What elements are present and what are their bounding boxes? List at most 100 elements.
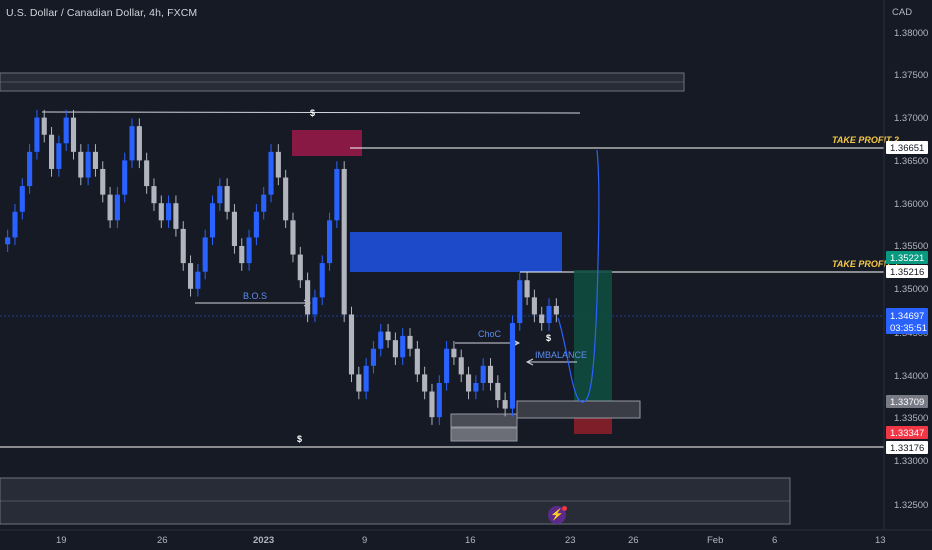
x-tick-1: 26 (157, 535, 168, 546)
candle-body (290, 220, 296, 255)
candle-body (407, 335, 413, 349)
candle-body (312, 297, 318, 315)
candle-body (429, 391, 435, 418)
y-tick-5: 1.35500 (894, 241, 928, 252)
tp2-label: TAKE PROFIT 2 (832, 135, 899, 145)
candle-body (180, 228, 186, 264)
tp1-label: TAKE PROFIT 1 (832, 259, 899, 269)
candle-body (356, 374, 362, 392)
candle-body (261, 194, 267, 212)
candle-body (422, 374, 428, 392)
price-tag-red: 1.33347 (886, 426, 928, 439)
price-tag-grey: 1.33709 (886, 395, 928, 408)
candle-body (553, 305, 559, 315)
candle-body (63, 117, 69, 144)
candle-body (546, 305, 552, 324)
imbalance-label: IMBALANCE (535, 350, 587, 360)
annotation-layer: TAKE PROFIT 2 TAKE PROFIT 1 B.O.S ChoC I… (243, 108, 899, 444)
candle-body (539, 314, 545, 324)
y-tick-4: 1.36000 (894, 199, 928, 210)
supply-zone-blue (350, 232, 562, 272)
candle-body (392, 340, 398, 358)
candle-body (107, 194, 113, 221)
price-tag-green: 1.35221 (886, 251, 928, 264)
y-tick-8: 1.34000 (894, 371, 928, 382)
candle-body (129, 126, 135, 161)
currency-label: CAD (892, 7, 913, 18)
candle-body (209, 203, 216, 238)
chart-title: U.S. Dollar / Canadian Dollar, 4h, FXCM (6, 7, 198, 19)
candle-body (305, 280, 311, 315)
candle-body (253, 211, 259, 238)
price-tag-tp2: 1.36651 (886, 141, 928, 154)
candle-body (517, 280, 523, 324)
candle-body (370, 348, 377, 366)
candle-body (158, 203, 164, 221)
svg-text:1.33709: 1.33709 (890, 397, 924, 408)
current-price-tag: 1.34697 03:35:51 (886, 308, 928, 334)
candle-body (524, 280, 530, 298)
dollar-bottom: $ (297, 434, 302, 444)
candle-body (92, 151, 99, 169)
y-tick-3: 1.36500 (894, 156, 928, 167)
candle-body (136, 126, 142, 161)
candle-body (19, 186, 25, 212)
projection-path (557, 149, 600, 403)
svg-text:1.34697: 1.34697 (890, 311, 924, 322)
candle-body (122, 160, 128, 195)
demand-zone-grey-left-top (450, 413, 518, 428)
candle-body (217, 186, 223, 204)
candle-body (268, 151, 274, 195)
profit-zone (574, 270, 612, 401)
candle-body (246, 237, 252, 264)
x-tick-7: Feb (707, 535, 723, 546)
candle-body (341, 168, 347, 315)
candle-body (275, 151, 281, 178)
svg-text:1.33176: 1.33176 (890, 443, 924, 454)
candle-body (166, 203, 172, 221)
y-tick-6: 1.35000 (894, 284, 928, 295)
candle-body (385, 331, 391, 341)
candle-body (458, 357, 464, 375)
candle-body (224, 186, 230, 212)
candle-body (114, 194, 120, 221)
dollar-top: $ (310, 108, 315, 118)
candle-body (70, 117, 77, 152)
time-axis[interactable]: 19 26 2023 9 16 23 26 Feb 6 13 (0, 529, 932, 546)
x-tick-0: 19 (56, 535, 67, 546)
candle-body (195, 271, 201, 289)
demand-zone-grey-left-bottom (450, 427, 518, 442)
x-tick-5: 23 (565, 535, 576, 546)
candle-body (436, 382, 442, 418)
candle-body (465, 374, 472, 392)
alert-bolt-icon[interactable]: ⚡ (548, 506, 567, 524)
candle-body (348, 314, 355, 375)
candle-body (27, 151, 33, 187)
price-tag-tp1: 1.35216 (886, 265, 928, 278)
x-tick-9: 13 (875, 535, 886, 546)
candle-body (297, 254, 303, 281)
candle-body (239, 246, 245, 264)
candle-body (378, 331, 384, 349)
liquidity-line-top (41, 111, 581, 114)
x-tick-8: 6 (772, 535, 777, 546)
candle-body (451, 348, 457, 358)
candle-body (363, 365, 369, 392)
x-tick-4: 16 (465, 535, 476, 546)
candle-body (326, 220, 333, 264)
candle-body (480, 365, 486, 383)
price-axis[interactable]: 1.38000 1.37500 1.37000 1.36500 1.36000 … (883, 0, 928, 530)
drawing-layer (0, 72, 884, 525)
candle-body (509, 323, 516, 409)
candle-body (531, 297, 537, 315)
candle-body (444, 348, 450, 383)
candle-body (283, 177, 289, 221)
y-tick-11: 1.32500 (894, 500, 928, 511)
svg-text:1.33347: 1.33347 (890, 428, 924, 439)
candle-body (495, 382, 501, 401)
y-tick-0: 1.38000 (894, 28, 928, 39)
price-tag-support: 1.33176 (886, 441, 928, 454)
y-tick-10: 1.33000 (894, 456, 928, 467)
